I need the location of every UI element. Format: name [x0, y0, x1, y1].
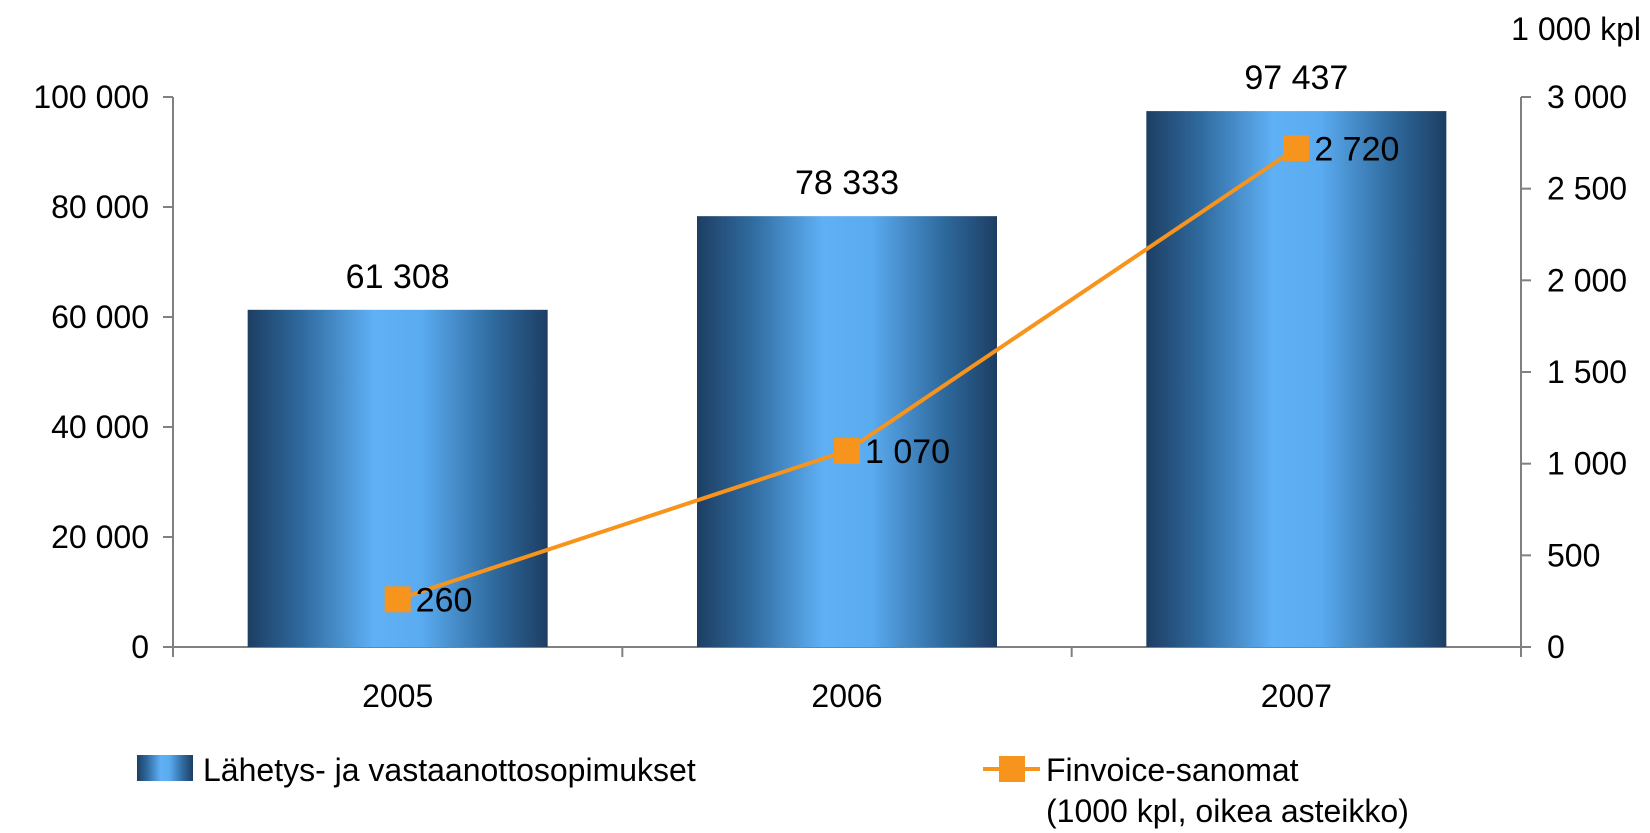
line-value-label: 260 — [416, 581, 473, 619]
line-marker — [384, 586, 411, 613]
legend: Lähetys- ja vastaanottosopimukset Finvoi… — [137, 752, 1409, 829]
right-tick-label: 2 000 — [1547, 262, 1627, 298]
left-tick-label: 0 — [131, 629, 149, 665]
x-axis-ticks: 2005 2006 2007 — [172, 647, 1522, 714]
left-axis-ticks: 0 20 000 40 000 60 000 80 000 100 000 — [33, 79, 173, 665]
bar-data-labels: 61 308 78 333 97 437 — [346, 59, 1349, 296]
line-marker — [1283, 135, 1310, 162]
right-axis-ticks: 0 500 1 000 1 500 2 000 2 500 3 000 — [1521, 79, 1627, 665]
line-value-label: 2 720 — [1314, 130, 1399, 168]
legend-label-line-note: (1000 kpl, oikea asteikko) — [1046, 793, 1409, 829]
bar — [1146, 111, 1447, 647]
line-series: 260 1 070 2 720 — [384, 130, 1399, 619]
right-tick-label: 2 500 — [1547, 171, 1627, 207]
legend-swatch-marker — [999, 756, 1025, 782]
legend-label-bars: Lähetys- ja vastaanottosopimukset — [203, 752, 696, 788]
right-tick-label: 3 000 — [1547, 79, 1627, 115]
x-tick-label: 2006 — [811, 678, 882, 714]
right-tick-label: 1 000 — [1547, 446, 1627, 482]
bar — [697, 216, 997, 647]
x-tick-label: 2007 — [1261, 678, 1332, 714]
line-marker — [834, 437, 860, 464]
left-tick-label: 60 000 — [51, 299, 149, 335]
left-tick-label: 100 000 — [33, 79, 149, 115]
right-tick-label: 1 500 — [1547, 354, 1627, 390]
right-tick-label: 0 — [1547, 629, 1565, 665]
bar-value-label: 97 437 — [1244, 59, 1348, 97]
legend-swatch-bars — [137, 755, 193, 781]
legend-label-line: Finvoice-sanomat — [1046, 752, 1299, 788]
right-axis-unit-label: 1 000 kpl — [1511, 11, 1641, 47]
x-tick-label: 2005 — [362, 678, 433, 714]
bar-value-label: 78 333 — [795, 164, 899, 202]
left-tick-label: 80 000 — [51, 189, 149, 225]
bar-value-label: 61 308 — [346, 258, 450, 296]
left-tick-label: 20 000 — [51, 519, 149, 555]
left-tick-label: 40 000 — [51, 409, 149, 445]
line-value-label: 1 070 — [865, 433, 950, 471]
right-tick-label: 500 — [1547, 537, 1600, 573]
